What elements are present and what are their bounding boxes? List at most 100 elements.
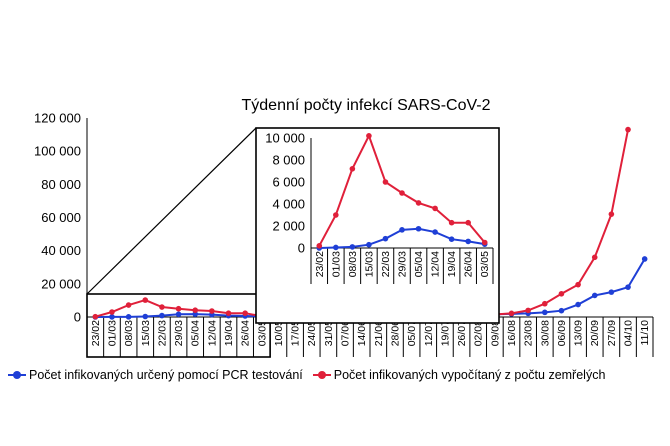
main-data-point-1 [591,254,598,261]
main-data-point-1 [92,313,99,320]
inset-data-point-1 [349,166,356,172]
main-data-point-0 [142,313,149,320]
inset-y-tick-label: 4 000 [272,197,305,212]
main-data-point-0 [641,256,648,262]
inset-data-point-1 [399,190,405,196]
main-data-point-1 [608,211,615,217]
inset-data-point-1 [465,219,471,226]
inset-data-point-0 [448,236,455,242]
main-data-point-0 [175,311,182,318]
main-data-point-1 [575,281,581,288]
inset-data-point-0 [415,225,422,232]
main-x-tick-label: 19/07 [439,320,451,346]
main-x-tick-label: 11/10 [639,320,651,346]
chart-title: Týdenní počty infekcí SARS-CoV-2 [242,97,491,114]
legend-item-deaths: Počet infikovaných vypočítaný z počtu ze… [312,368,605,382]
main-x-tick-label: 27/09 [606,320,618,346]
main-x-tick-label: 29/03 [173,320,185,346]
main-x-tick-label: 20/09 [589,320,601,346]
main-x-tick-label: 07/06 [340,320,352,346]
inset-data-point-0 [366,241,372,248]
main-data-point-0 [575,301,581,308]
main-x-tick-label: 16/08 [506,320,518,346]
main-y-tick-label: 100 000 [34,144,81,159]
inset-x-tick-label: 26/04 [463,251,475,277]
inset-data-point-0 [399,227,405,233]
main-data-point-1 [625,126,631,133]
inset-data-point-1 [448,219,455,226]
main-x-tick-label: 15/03 [140,320,152,346]
main-data-point-1 [109,309,115,315]
main-data-point-1 [142,297,149,303]
inset-x-tick-label: 19/04 [446,251,458,277]
main-data-point-1 [192,307,199,314]
inset-data-point-1 [481,239,488,246]
main-data-point-1 [225,310,232,316]
main-data-point-1 [125,302,132,308]
main-x-tick-label: 03/05 [256,320,268,346]
main-y-tick-label: 60 000 [41,210,81,225]
main-x-tick-label: 17/05 [290,320,302,346]
inset-y-tick-label: 6 000 [272,175,305,190]
main-data-point-0 [541,309,548,316]
legend-item-pcr: Počet infikovaných určený pomocí PCR tes… [8,368,303,382]
main-y-tick-label: 0 [74,310,81,325]
main-data-point-1 [525,307,531,314]
inset-data-point-0 [432,229,438,235]
main-x-tick-label: 26/07 [456,320,468,346]
main-data-point-1 [508,310,515,317]
inset-x-tick-label: 05/04 [413,251,425,277]
inset-data-point-1 [432,205,438,212]
inset-data-point-1 [415,200,422,206]
main-data-point-0 [608,289,615,295]
main-x-tick-label: 30/08 [539,320,551,346]
main-x-tick-label: 01/03 [106,320,118,346]
main-x-tick-label: 04/10 [623,320,635,346]
inset-y-tick-label: 8 000 [272,153,305,168]
main-data-point-1 [558,290,565,297]
inset-x-tick-label: 29/03 [397,251,409,277]
main-x-tick-label: 14/06 [356,320,368,346]
main-x-tick-label: 05/07 [406,320,418,346]
main-y-tick-label: 40 000 [41,243,81,258]
inset-x-tick-label: 23/02 [314,251,326,277]
main-x-tick-label: 23/08 [523,320,535,346]
main-x-tick-label: 05/04 [190,320,202,346]
legend-label-pcr: Počet infikovaných určený pomocí PCR tes… [29,368,303,382]
main-data-point-1 [541,300,548,307]
inset-chart: 0 2 000 4 000 6 000 8 000 10 000 23/02 01/03 08/… [265,131,494,284]
inset-data-point-0 [333,244,339,251]
legend-marker-pcr [8,370,26,380]
zoom-connector-line [86,127,257,295]
zoom-region-box [86,293,271,358]
main-x-tick-label: 24/05 [306,320,318,346]
inset-data-point-0 [349,244,356,250]
inset-x-tick-label: 15/03 [363,251,375,277]
main-data-point-1 [209,308,215,314]
inset-data-point-1 [382,179,389,185]
inset-data-point-1 [333,212,339,218]
inset-y-tick-label: 2 000 [272,219,305,234]
main-data-point-0 [558,307,565,314]
main-x-tick-label: 19/04 [223,320,235,346]
main-x-tick-label: 13/09 [573,320,585,346]
main-data-point-1 [175,305,182,312]
main-x-tick-label: 31/05 [323,320,335,346]
main-data-point-0 [625,284,631,290]
main-x-tick-label: 02/08 [473,320,485,346]
main-y-tick-label: 120 000 [34,111,81,126]
inset-x-tick-label: 03/05 [479,251,491,277]
main-x-tick-label: 12/07 [423,320,435,346]
main-x-tick-label: 08/03 [123,320,135,346]
main-x-tick-label: 12/04 [206,320,218,346]
main-data-point-0 [192,311,199,317]
main-data-point-0 [125,314,132,320]
inset-y-tick-label: 0 [298,241,305,256]
chart-legend: Počet infikovaných určený pomocí PCR tes… [8,368,668,382]
inset-data-point-0 [382,235,389,242]
main-x-tick-label: 22/03 [156,320,168,346]
main-x-tick-label: 06/09 [556,320,568,346]
inset-y-tick-label: 10 000 [265,131,305,146]
inset-data-point-1 [366,133,372,139]
